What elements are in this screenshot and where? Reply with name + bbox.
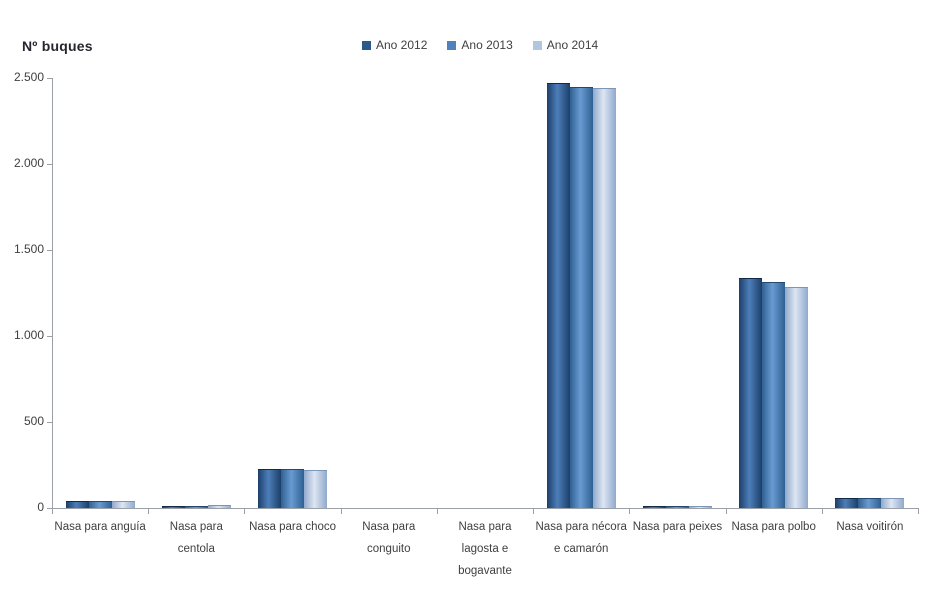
- legend-label-2014: Ano 2014: [546, 38, 599, 52]
- legend-label-2013: Ano 2013: [461, 38, 513, 52]
- y-axis-tick: [47, 78, 52, 79]
- x-axis-tick: [436, 509, 438, 514]
- legend-item-ano-2014: Ano 2014: [532, 38, 599, 52]
- x-axis-tick: [629, 509, 631, 514]
- bar-ano-2013-cat0: [88, 501, 112, 508]
- legend-swatch-2014-icon: [532, 40, 542, 50]
- x-axis-label: Nasa para choco: [249, 521, 337, 533]
- y-axis-tick: [47, 250, 52, 251]
- legend-item-ano-2013: Ano 2013: [447, 38, 513, 52]
- x-axis-tick: [725, 509, 727, 514]
- y-axis-label: 2.000: [13, 156, 44, 170]
- bar-ano-2013-cat5: [569, 87, 593, 508]
- bar-ano-2012-cat5: [546, 83, 570, 508]
- bar-ano-2013-cat7: [762, 282, 786, 508]
- x-axis-label: Nasa para peixes: [632, 521, 723, 533]
- y-axis-line: [52, 78, 53, 508]
- y-axis-label: 1.500: [13, 242, 44, 256]
- bar-ano-2012-cat0: [65, 501, 89, 508]
- x-axis-label: Nasa para centola: [169, 521, 223, 555]
- bar-ano-2012-cat6: [642, 506, 666, 508]
- y-axis-label: 2.500: [13, 70, 44, 84]
- bar-ano-2014-cat2: [304, 470, 328, 508]
- y-axis-tick: [47, 164, 52, 165]
- x-axis-tick: [244, 509, 246, 514]
- legend-swatch-2012-icon: [362, 40, 371, 50]
- bar-ano-2014-cat5: [592, 88, 616, 508]
- bar-ano-2014-cat7: [785, 287, 809, 508]
- y-axis-tick: [47, 336, 52, 337]
- x-axis-tick: [821, 509, 823, 514]
- legend-label-2012: Ano 2012: [376, 38, 428, 52]
- x-axis-tick: [340, 509, 342, 514]
- bar-ano-2014-cat8: [881, 498, 905, 508]
- bar-ano-2012-cat7: [739, 278, 763, 508]
- bar-ano-2013-cat8: [858, 498, 882, 508]
- bar-ano-2014-cat0: [111, 501, 135, 508]
- bar-ano-2012-cat1: [161, 506, 185, 508]
- y-axis-label: 0: [37, 500, 44, 514]
- y-axis-tick: [47, 422, 52, 423]
- chart-title: Nº buques: [22, 38, 93, 54]
- bar-ano-2014-cat6: [688, 506, 712, 508]
- x-axis-tick: [918, 509, 919, 514]
- x-axis-tick: [148, 509, 150, 514]
- x-axis-tick: [533, 509, 535, 514]
- x-axis-tick: [52, 509, 53, 514]
- bar-ano-2013-cat2: [281, 469, 305, 508]
- x-axis-label: Nasa para lagosta e bogavante: [458, 521, 512, 577]
- y-axis-label: 500: [23, 414, 44, 428]
- x-axis-line: [52, 508, 919, 509]
- bar-ano-2012-cat2: [258, 469, 282, 508]
- bar-ano-2013-cat6: [665, 506, 689, 508]
- bar-ano-2012-cat8: [835, 498, 859, 508]
- x-axis-label: Nasa para nécora e camarón: [535, 521, 627, 555]
- bar-ano-2014-cat1: [207, 505, 231, 508]
- legend: Ano 2012 Ano 2013 Ano 2014: [362, 38, 598, 52]
- bar-ano-2013-cat1: [184, 506, 208, 508]
- x-axis-label: Nasa para polbo: [731, 521, 816, 533]
- y-axis-tick: [47, 508, 52, 509]
- x-axis-label: Nasa para conguito: [362, 521, 416, 555]
- x-axis-label: Nasa para anguía: [54, 521, 146, 533]
- legend-item-ano-2012: Ano 2012: [362, 38, 427, 52]
- x-axis-label: Nasa voitirón: [836, 521, 904, 533]
- y-axis-label: 1.000: [13, 328, 44, 342]
- legend-swatch-2013-icon: [447, 40, 457, 50]
